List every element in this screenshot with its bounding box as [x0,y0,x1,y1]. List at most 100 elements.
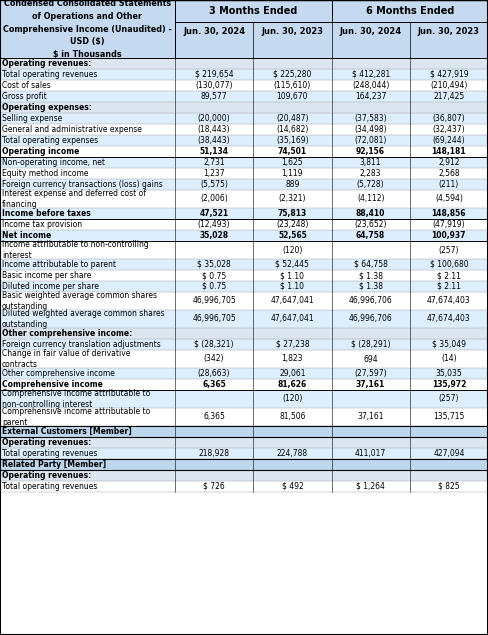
Text: Operating expenses:: Operating expenses: [2,103,92,112]
Text: $ 27,238: $ 27,238 [276,340,309,349]
Text: (32,437): (32,437) [432,125,465,134]
Text: (2,321): (2,321) [279,194,306,203]
Text: Operating revenues:: Operating revenues: [2,59,91,68]
Text: 6,365: 6,365 [203,413,225,422]
Text: (27,597): (27,597) [354,369,387,378]
Bar [0,135,488,146]
Text: $ 2.11: $ 2.11 [437,282,461,291]
Text: General and administrative expense: General and administrative expense [2,125,142,134]
Text: 29,061: 29,061 [279,369,305,378]
Bar [0,339,488,350]
Text: 89,577: 89,577 [201,92,227,101]
Text: 411,017: 411,017 [355,449,386,458]
Text: Income tax provision: Income tax provision [2,220,82,229]
Text: 2,912: 2,912 [438,158,460,167]
Text: $ 35,049: $ 35,049 [432,340,466,349]
Text: Income attributable to non-controlling
interest: Income attributable to non-controlling i… [2,240,149,260]
Bar [0,350,488,368]
Text: 3 Months Ended: 3 Months Ended [209,6,298,16]
Text: $ 219,654: $ 219,654 [195,70,233,79]
Text: $ (28,291): $ (28,291) [351,340,390,349]
Bar [0,58,488,69]
Text: Related Party [Member]: Related Party [Member] [2,460,106,469]
Text: $ 412,281: $ 412,281 [351,70,390,79]
Text: (72,081): (72,081) [354,136,387,145]
Text: $ 427,919: $ 427,919 [429,70,468,79]
Text: 51,134: 51,134 [200,147,228,156]
Bar [0,230,488,241]
Text: $ 225,280: $ 225,280 [273,70,311,79]
Text: Comprehensive income attributable to
parent: Comprehensive income attributable to par… [2,407,150,427]
Text: (211): (211) [439,180,459,189]
Text: Total operating revenues: Total operating revenues [2,482,98,491]
Text: 88,410: 88,410 [356,209,386,218]
Bar [0,124,488,135]
Text: Cost of sales: Cost of sales [2,81,51,90]
Text: $ 726: $ 726 [203,482,225,491]
Text: 92,156: 92,156 [356,147,385,156]
Text: (28,663): (28,663) [198,369,230,378]
Text: 109,670: 109,670 [277,92,308,101]
Bar [175,42,488,58]
Text: 75,813: 75,813 [278,209,307,218]
Text: Other comprehensive income: Other comprehensive income [2,369,115,378]
Text: $ 0.75: $ 0.75 [202,271,226,280]
Text: (20,000): (20,000) [198,114,230,123]
Text: (69,244): (69,244) [432,136,465,145]
Text: $ 1,264: $ 1,264 [356,482,385,491]
Text: 37,161: 37,161 [356,380,385,389]
Bar [0,259,488,270]
Text: 427,094: 427,094 [433,449,465,458]
Text: Basic income per share: Basic income per share [2,271,91,280]
Bar [0,219,488,230]
Bar [0,113,488,124]
Bar [0,459,488,470]
Text: (35,169): (35,169) [276,136,309,145]
Text: $ 52,445: $ 52,445 [275,260,309,269]
Text: 6 Months Ended: 6 Months Ended [366,6,454,16]
Text: (115,610): (115,610) [274,81,311,90]
Text: Interest expense and deferred cost of
financing: Interest expense and deferred cost of fi… [2,189,146,209]
Text: Condensed Consolidated Statements
of Operations and Other
Comprehensive Income (: Condensed Consolidated Statements of Ope… [3,0,172,58]
Text: 2,283: 2,283 [360,169,382,178]
Text: Foreign currency transactions (loss) gains: Foreign currency transactions (loss) gai… [2,180,163,189]
Text: $ 492: $ 492 [282,482,303,491]
Text: 47,647,041: 47,647,041 [270,297,314,305]
Bar [0,241,488,259]
Text: 47,674,403: 47,674,403 [427,314,471,323]
Text: 46,996,706: 46,996,706 [349,314,392,323]
Text: (210,494): (210,494) [430,81,468,90]
Text: 217,425: 217,425 [433,92,465,101]
Text: External Customers [Member]: External Customers [Member] [2,427,132,436]
Text: 37,161: 37,161 [357,413,384,422]
Text: 46,996,705: 46,996,705 [192,297,236,305]
Text: 164,237: 164,237 [355,92,386,101]
Text: Gross profit: Gross profit [2,92,47,101]
Text: 35,028: 35,028 [200,231,229,240]
Bar [0,69,488,80]
Text: 6,365: 6,365 [202,380,226,389]
Text: (5,575): (5,575) [200,180,228,189]
Text: Total operating expenses: Total operating expenses [2,136,98,145]
Text: Operating revenues:: Operating revenues: [2,438,91,447]
Text: 47,674,403: 47,674,403 [427,297,471,305]
Text: 3,811: 3,811 [360,158,382,167]
Text: Diluted weighted average common shares
outstanding: Diluted weighted average common shares o… [2,309,164,329]
Text: Selling expense: Selling expense [2,114,62,123]
Text: 47,647,041: 47,647,041 [270,314,314,323]
Text: 100,937: 100,937 [431,231,466,240]
Text: (342): (342) [204,354,224,363]
Text: (14): (14) [441,354,457,363]
Text: (34,498): (34,498) [354,125,387,134]
Bar [0,0,175,58]
Text: (248,044): (248,044) [352,81,389,90]
Text: 81,506: 81,506 [279,413,305,422]
Text: 1,237: 1,237 [203,169,225,178]
Text: 148,856: 148,856 [431,209,466,218]
Bar [0,379,488,390]
Bar [175,0,488,22]
Text: Operating revenues:: Operating revenues: [2,471,91,480]
Text: Income attributable to parent: Income attributable to parent [2,260,116,269]
Text: 694: 694 [363,354,378,363]
Bar [0,408,488,426]
